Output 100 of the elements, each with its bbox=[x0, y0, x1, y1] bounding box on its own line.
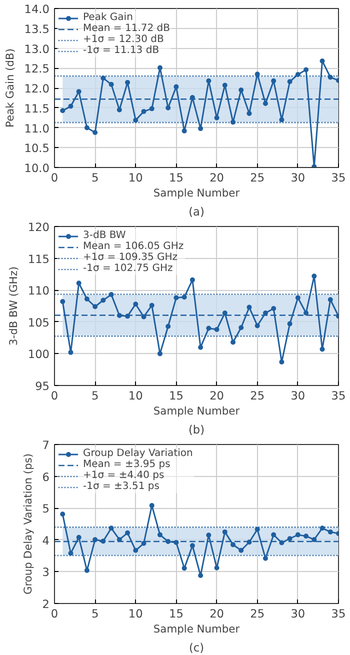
x-tick-label: 0 bbox=[50, 170, 58, 184]
y-tick-label: 2 bbox=[42, 597, 50, 611]
point bbox=[238, 548, 244, 553]
legend-label: Mean = ±3.95 ps bbox=[83, 459, 170, 470]
x-tick-label: 35 bbox=[331, 170, 346, 184]
point bbox=[222, 82, 228, 88]
point bbox=[304, 67, 309, 72]
point bbox=[246, 110, 252, 116]
point bbox=[157, 532, 162, 538]
x-tick-label: 30 bbox=[290, 606, 306, 620]
point bbox=[238, 87, 244, 92]
point bbox=[100, 76, 106, 81]
y-tick-label: 13.5 bbox=[24, 22, 50, 36]
point bbox=[149, 503, 154, 508]
point bbox=[141, 540, 146, 546]
y-tick-label: 95 bbox=[35, 379, 50, 393]
legend-label: Group Delay Variation bbox=[83, 448, 193, 459]
y-tick-label: 11.0 bbox=[24, 121, 50, 136]
point bbox=[262, 101, 268, 106]
x-tick-label: 10 bbox=[128, 606, 143, 620]
point bbox=[182, 294, 187, 300]
x-tick-label: 25 bbox=[250, 388, 265, 402]
legend-label: -1σ = 102.75 GHz bbox=[83, 263, 173, 274]
point bbox=[287, 321, 292, 326]
point bbox=[287, 79, 292, 84]
y-axis-title: Peak Gain (dB) bbox=[3, 48, 16, 128]
point bbox=[312, 274, 317, 279]
point bbox=[133, 302, 138, 307]
y-tick-label: 6 bbox=[42, 470, 50, 484]
x-axis-title: Sample Number bbox=[153, 186, 240, 200]
x-tick-label: 35 bbox=[331, 388, 346, 402]
point bbox=[328, 529, 333, 534]
x-tick-label: 15 bbox=[169, 170, 184, 184]
text: (b) bbox=[188, 422, 205, 436]
y-tick-label: 4 bbox=[42, 533, 50, 548]
point bbox=[214, 115, 220, 120]
point bbox=[222, 529, 228, 534]
point bbox=[60, 512, 66, 517]
point bbox=[271, 306, 276, 312]
point bbox=[108, 82, 114, 87]
x-tick-label: 15 bbox=[169, 388, 184, 402]
point bbox=[295, 295, 300, 300]
legend-label: -1σ = 11.13 dB bbox=[83, 45, 160, 56]
y-tick-label: 12.5 bbox=[24, 62, 50, 76]
point bbox=[295, 72, 300, 77]
point bbox=[222, 310, 228, 316]
point bbox=[166, 105, 171, 110]
point bbox=[182, 128, 187, 134]
point bbox=[279, 359, 284, 364]
x-axis-title: Sample Number bbox=[153, 622, 240, 636]
x-tick-label: 5 bbox=[91, 170, 99, 184]
point bbox=[254, 323, 260, 328]
point bbox=[174, 295, 179, 300]
y-tick-label: 3 bbox=[42, 565, 50, 580]
point bbox=[108, 292, 114, 298]
point bbox=[76, 534, 82, 540]
point bbox=[76, 89, 82, 94]
point bbox=[68, 550, 74, 556]
point bbox=[262, 310, 268, 316]
legend-label: +1σ = 109.35 GHz bbox=[83, 252, 178, 263]
x-tick-label: 35 bbox=[331, 606, 346, 620]
point bbox=[157, 351, 162, 356]
point bbox=[198, 573, 204, 578]
legend-label: +1σ = 12.30 dB bbox=[83, 34, 164, 45]
point bbox=[182, 566, 187, 571]
point bbox=[198, 344, 204, 350]
y-tick-label: 110 bbox=[28, 284, 50, 298]
point bbox=[206, 78, 212, 84]
point bbox=[84, 125, 90, 130]
point bbox=[206, 532, 212, 538]
point bbox=[149, 106, 154, 112]
legend-label: -1σ = ±3.51 ps bbox=[83, 481, 160, 492]
y-tick-label: 7 bbox=[42, 438, 50, 452]
point bbox=[92, 304, 98, 310]
x-tick-label: 25 bbox=[250, 170, 265, 184]
legend-label: 3-dB BW bbox=[83, 230, 126, 241]
point bbox=[304, 310, 309, 316]
y-tick-label: 115 bbox=[28, 252, 50, 266]
y-tick-label: 10.0 bbox=[24, 161, 50, 175]
point bbox=[254, 526, 260, 532]
y-tick-label: 105 bbox=[28, 315, 50, 330]
legend-label: Peak Gain bbox=[83, 12, 133, 23]
point bbox=[230, 120, 236, 125]
x-tick-label: 20 bbox=[210, 170, 224, 184]
point bbox=[68, 104, 74, 109]
point bbox=[125, 80, 130, 85]
point bbox=[328, 297, 333, 302]
x-tick-label: 15 bbox=[169, 606, 184, 620]
y-tick-label: 5 bbox=[42, 502, 50, 516]
point bbox=[100, 298, 106, 303]
point bbox=[312, 537, 317, 542]
point bbox=[304, 534, 309, 539]
point bbox=[238, 325, 244, 330]
point bbox=[262, 556, 268, 561]
x-tick-label: 20 bbox=[210, 388, 224, 402]
text: (c) bbox=[188, 640, 204, 654]
point bbox=[190, 543, 195, 548]
point bbox=[246, 304, 252, 310]
y-tick-label: 120 bbox=[28, 220, 50, 234]
point bbox=[214, 565, 220, 570]
